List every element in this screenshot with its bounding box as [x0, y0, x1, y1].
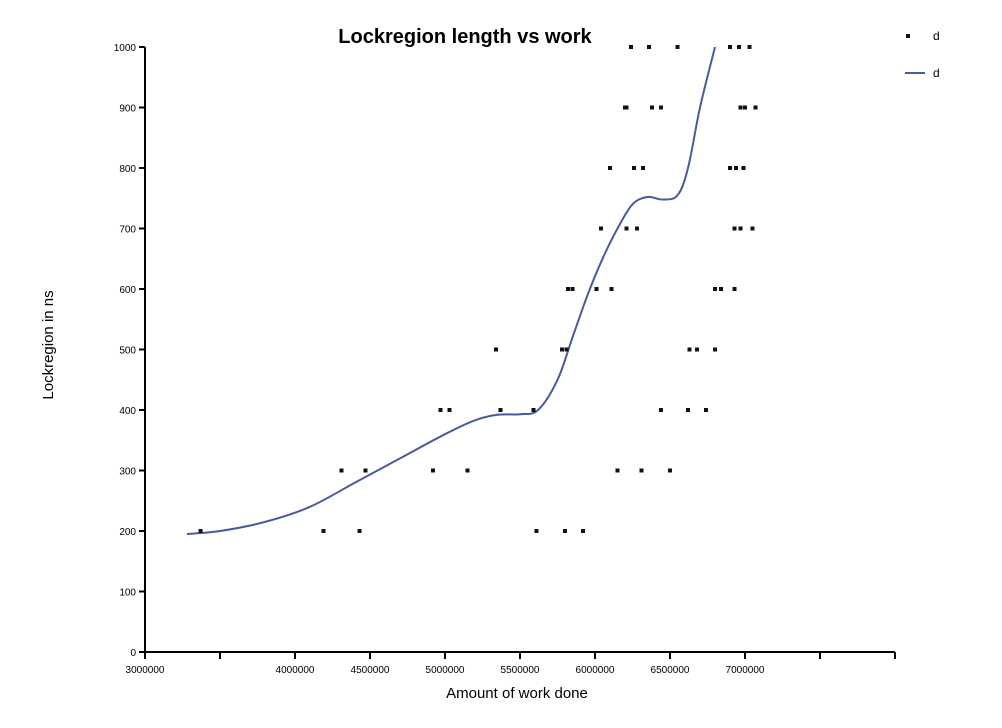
scatter-point — [686, 408, 690, 412]
x-tick-label: 3000000 — [126, 665, 165, 676]
scatter-point — [639, 468, 644, 473]
scatter-point — [608, 166, 612, 170]
scatter-point — [753, 105, 758, 110]
scatter-point — [615, 468, 620, 473]
scatter-point — [647, 45, 651, 49]
scatter-point — [650, 105, 654, 110]
legend: dd — [905, 29, 940, 80]
scatter-point — [357, 529, 362, 533]
scatter-point — [531, 408, 536, 412]
y-tick-label: 600 — [119, 285, 136, 296]
scatter-point — [581, 529, 585, 533]
scatter-point — [743, 105, 747, 110]
x-tick-label: 6000000 — [576, 665, 615, 676]
scatter-point — [704, 408, 708, 412]
x-tick-label: 5500000 — [501, 665, 540, 676]
scatter-point — [498, 408, 503, 412]
y-tick-label: 400 — [119, 406, 136, 417]
scatter-point — [629, 45, 633, 49]
scatter-point — [570, 287, 575, 291]
y-tick-label: 1000 — [114, 43, 137, 54]
legend-marker — [906, 34, 910, 38]
x-tick-label: 4500000 — [351, 665, 390, 676]
scatter-point — [675, 45, 680, 49]
scatter-point — [741, 166, 746, 170]
scatter-point — [534, 529, 539, 533]
scatter-point — [738, 105, 743, 110]
scatter-point — [198, 529, 203, 533]
scatter-point — [713, 287, 717, 291]
scatter-point — [728, 166, 732, 170]
scatter-point — [635, 226, 639, 231]
scatter-point — [566, 287, 570, 291]
scatter-point — [668, 468, 672, 473]
scatter-point — [438, 408, 443, 412]
scatter-point — [624, 105, 629, 110]
y-tick-label: 800 — [119, 164, 136, 175]
y-tick-label: 300 — [119, 467, 136, 478]
chart-title: Lockregion length vs work — [338, 26, 592, 48]
x-ticks: 3000000 4000000 4500000 5000000 5500000 60000… — [126, 652, 896, 676]
scatter-point — [641, 166, 645, 170]
scatter-point — [564, 347, 569, 352]
scatter-point — [339, 468, 344, 473]
x-axis-label: Amount of work done — [446, 685, 588, 702]
y-tick-label: 200 — [119, 527, 136, 538]
scatter-point — [563, 529, 567, 533]
scatter-point — [494, 347, 498, 352]
y-tick-label: 500 — [119, 346, 136, 357]
scatter-point — [321, 529, 326, 533]
scatter-points-layer — [198, 45, 758, 533]
scatter-point — [750, 226, 755, 231]
scatter-point — [719, 287, 723, 291]
scatter-point — [732, 226, 737, 231]
legend-label: d — [933, 66, 940, 80]
y-tick-label: 900 — [119, 104, 136, 115]
scatter-point — [624, 226, 629, 231]
fit-curve — [186, 47, 716, 535]
scatter-point — [728, 45, 732, 49]
scatter-point — [632, 166, 636, 170]
x-tick-label: 4000000 — [276, 665, 315, 676]
scatter-point — [747, 45, 752, 49]
x-tick-label: 5000000 — [426, 665, 465, 676]
scatter-point — [447, 408, 452, 412]
y-tick-label: 0 — [130, 648, 136, 659]
scatter-point — [687, 347, 692, 352]
scatter-point — [732, 287, 737, 291]
y-ticks: 0 100 200 300 400 500 600 700 800 900 1000 — [114, 43, 145, 659]
scatter-point — [431, 468, 435, 473]
scatter-point — [738, 226, 743, 231]
x-tick-label: 7000000 — [726, 665, 765, 676]
scatter-point — [737, 45, 741, 49]
y-tick-label: 700 — [119, 225, 136, 236]
fit-curve-layer — [186, 47, 716, 535]
scatter-point — [465, 468, 470, 473]
scatter-point — [594, 287, 599, 291]
scatter-point — [734, 166, 738, 170]
scatter-point — [695, 347, 699, 352]
scatter-point — [560, 347, 564, 352]
y-tick-label: 100 — [119, 588, 136, 599]
scatter-point — [713, 347, 717, 352]
y-axis-label: Lockregion in ns — [40, 290, 57, 399]
scatter-point — [659, 408, 663, 412]
scatter-point — [609, 287, 614, 291]
legend-label: d — [933, 29, 940, 43]
scatter-point — [659, 105, 663, 110]
scatter-point — [599, 226, 603, 231]
axes — [144, 47, 895, 653]
x-tick-label: 6500000 — [651, 665, 690, 676]
scatter-point — [363, 468, 368, 473]
